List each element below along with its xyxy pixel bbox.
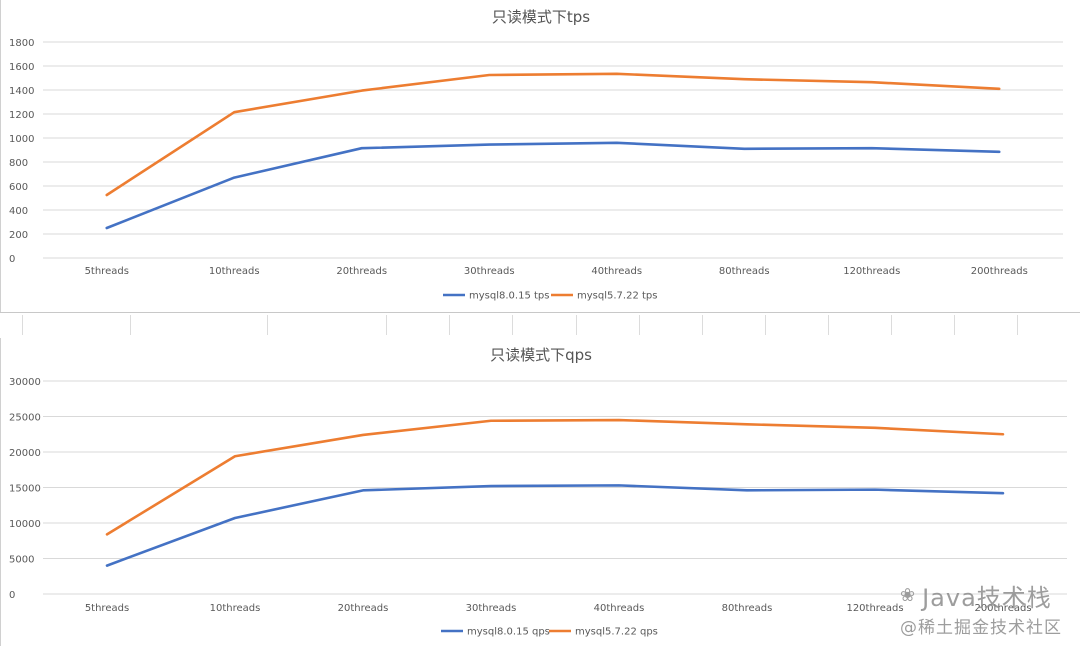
chart-title-tps: 只读模式下tps <box>491 8 591 26</box>
x-tick-label: 10threads <box>209 266 260 277</box>
y-tick-label: 800 <box>9 158 28 169</box>
qps-chart-plot: 0 5000 10000 15000 20000 25000 30000 5threads 10… <box>9 377 1067 638</box>
grid-cell-divider <box>1017 315 1019 335</box>
grid-cell-divider <box>954 315 956 335</box>
y-tick-label: 25000 <box>9 413 41 424</box>
x-tick-label: 120threads <box>843 266 900 277</box>
x-tick-label: 200threads <box>974 603 1031 614</box>
legend-label: mysql8.0.15 tps <box>469 291 549 302</box>
x-tick-label: 80threads <box>719 266 770 277</box>
grid-cell-divider <box>765 315 767 335</box>
grid-cell-divider <box>828 315 830 335</box>
y-tick-label: 30000 <box>9 377 41 388</box>
x-tick-label: 20threads <box>336 266 387 277</box>
grid-cell-divider <box>512 315 514 335</box>
spreadsheet-grid-row <box>0 312 1080 340</box>
y-tick-label: 10000 <box>9 519 41 530</box>
x-tick-label: 40threads <box>594 603 645 614</box>
tps-chart: 只读模式下tps 0 200 400 600 800 1000 1200 1400 1600 18… <box>0 0 1080 312</box>
y-tick-label: 1400 <box>9 86 34 97</box>
y-tick-label: 0 <box>9 590 15 601</box>
x-tick-label: 120threads <box>846 603 903 614</box>
y-tick-label: 1200 <box>9 110 34 121</box>
grid-cell-divider <box>891 315 893 335</box>
grid-cell-divider <box>449 315 451 335</box>
tps-chart-plot: 0 200 400 600 800 1000 1200 1400 1600 1800 5thread… <box>9 38 1063 302</box>
grid-cell-divider <box>576 315 578 335</box>
x-tick-label: 40threads <box>591 266 642 277</box>
qps-chart: 只读模式下qps 0 5000 10000 15000 20000 25000 30000 5… <box>0 338 1080 646</box>
grid-cell-divider <box>639 315 641 335</box>
x-tick-label: 200threads <box>971 266 1028 277</box>
y-tick-label: 15000 <box>9 484 41 495</box>
grid-cell-divider <box>267 315 269 335</box>
series-line-1 <box>105 484 1005 567</box>
x-tick-label: 5threads <box>85 603 129 614</box>
x-tick-label: 80threads <box>722 603 773 614</box>
grid-cell-divider <box>22 315 24 335</box>
x-tick-label: 30threads <box>464 266 515 277</box>
y-tick-label: 1800 <box>9 38 34 49</box>
y-tick-label: 0 <box>9 254 15 265</box>
y-tick-label: 400 <box>9 206 28 217</box>
x-tick-label: 20threads <box>338 603 389 614</box>
x-tick-label: 5threads <box>85 266 129 277</box>
grid-cell-divider <box>130 315 132 335</box>
legend-label: mysql5.7.22 tps <box>577 291 657 302</box>
legend-label: mysql8.0.15 qps <box>467 627 550 638</box>
y-tick-label: 1000 <box>9 134 34 145</box>
grid-cell-divider <box>702 315 704 335</box>
series-line-2 <box>105 418 1005 536</box>
y-tick-label: 200 <box>9 230 28 241</box>
y-tick-label: 20000 <box>9 448 41 459</box>
x-tick-label: 30threads <box>466 603 517 614</box>
y-tick-label: 600 <box>9 182 28 193</box>
x-tick-label: 10threads <box>210 603 261 614</box>
series-line-1 <box>105 141 1001 230</box>
y-tick-label: 5000 <box>9 555 34 566</box>
chart-title-qps: 只读模式下qps <box>490 346 592 364</box>
y-tick-label: 1600 <box>9 62 34 73</box>
grid-cell-divider <box>386 315 388 335</box>
series-line-2 <box>105 72 1001 197</box>
legend-label: mysql5.7.22 qps <box>575 627 658 638</box>
